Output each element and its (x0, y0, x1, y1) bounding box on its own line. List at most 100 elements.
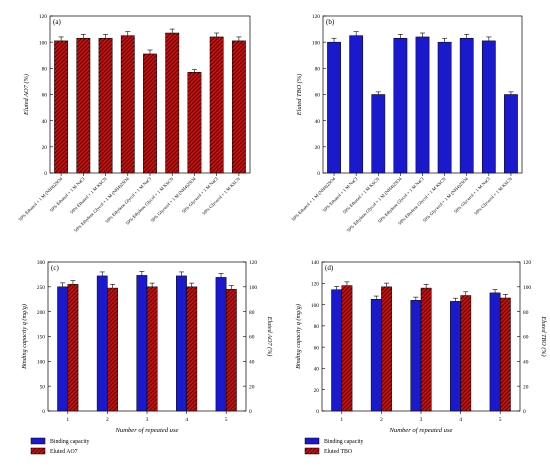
panel-c-bar-left (136, 275, 148, 412)
panel-d-left-tick-label: 60 (314, 345, 320, 351)
panel-b-left-tick-label: 20 (315, 145, 321, 151)
panel-c-left-tick-label: 250 (37, 285, 45, 291)
panel-c-left-tick-label: 50 (40, 384, 46, 390)
panel-a-category-label: 50% Ethylene Glycol + 1 M NaCl (104, 176, 152, 224)
panel-d-bar-left (489, 292, 501, 412)
panel-c-bar-right (107, 287, 118, 412)
panel-b-category-label: 50% Ethanol + 1 M (NH4)2SO4 (290, 176, 336, 222)
panel-c-x-tick-label: 1 (66, 417, 69, 423)
panel-c-right-tick-label: 20 (249, 384, 255, 390)
panel-a-left-tick-label: 80 (42, 67, 48, 73)
panel-c-bar-right (67, 284, 79, 412)
panel-a-left-tick-label: 100 (39, 40, 47, 46)
panel-b-category-label: 50% Glycerol + 1 M KSCN (473, 176, 513, 216)
panel-c-left-tick-label: 150 (37, 335, 45, 341)
panel-d-right-tick-label: 60 (523, 335, 529, 341)
panel-b-bar (415, 36, 430, 174)
panel-c-x-axis-title: Number of repeated use (115, 427, 179, 434)
panel-a-bar (98, 37, 113, 174)
panel-b-bar (481, 40, 496, 174)
panel-c-left-tick-label: 100 (37, 360, 45, 366)
panel-d-right-tick-label: 80 (523, 310, 529, 316)
panel-b-label: (b) (326, 18, 335, 26)
panel-b-bar (393, 37, 408, 174)
panel-c-right-tick-label: 40 (249, 360, 255, 366)
panel-d-legend-label: Binding capacity (324, 439, 364, 445)
panel-b-bar (437, 41, 452, 174)
panel-a-category-label: 50% Ethanol + 1 M KSCN (69, 176, 108, 215)
panel-b-category-label: 50% Glycerol + 1 M (NH4)2SO4 (422, 176, 470, 224)
panel-c-bar-left (57, 286, 69, 412)
panel-c-bar-left (176, 275, 187, 412)
panel-c-chart: 0 50 100 150 200 250 300 0 20 40 60 80 100 120 (c) 1 2 3 4… (21, 260, 273, 455)
panel-d-x-tick-label: 1 (340, 417, 343, 423)
panel-c-x-tick-label: 3 (146, 417, 149, 423)
panel-c-left-tick-label: 200 (37, 310, 45, 316)
panel-a-left-tick-label: 20 (42, 145, 48, 151)
panel-a-category-label: 50% Glycerol + 1 M KSCN (201, 176, 241, 216)
panel-d-bar-left (370, 299, 382, 412)
panel-b-left-tick-label: 40 (315, 119, 321, 125)
panel-c-bar-right (146, 286, 158, 412)
panel-c-x-tick-label: 2 (106, 417, 109, 423)
panel-c-bar-right (225, 289, 237, 412)
panel-d-legend-swatch (304, 447, 320, 455)
panel-b-category-label: 50% Ethanol + 1 M KSCN (342, 176, 381, 215)
panel-a-category-label: 50% Ethanol + 1 M (NH4)2SO4 (17, 176, 63, 222)
panel-a-bar (143, 53, 157, 174)
panel-b-left-tick-label: 0 (317, 171, 320, 177)
panel-c-legend-swatch (30, 447, 46, 455)
panel-a-bar (165, 32, 180, 174)
panel-c-right-tick-label: 0 (249, 409, 252, 415)
panel-a-bar (187, 72, 202, 174)
panel-d-x-tick-label: 3 (420, 417, 423, 423)
panel-d-bar-left (410, 300, 422, 412)
panel-a-left-tick-label: 0 (44, 171, 47, 177)
panel-c-x-tick-label: 4 (185, 417, 188, 423)
panel-c-y-axis-title: Binding capacity q (mg/g) (21, 304, 28, 369)
panel-b-chart: 0 20 40 60 80 100 120 (b) 50% Ethanol + 1 M (NH4… (290, 14, 523, 233)
panel-c-x-tick-label: 5 (225, 417, 228, 423)
panel-b-bar (459, 37, 474, 174)
panel-d-right-tick-label: 100 (523, 285, 531, 291)
panel-d-bar-right (499, 297, 511, 412)
panel-d-left-tick-label: 100 (311, 303, 319, 309)
panel-a-left-tick-label: 40 (42, 119, 48, 125)
panel-b-bar (327, 41, 341, 174)
panel-d-left-tick-label: 80 (314, 324, 320, 330)
panel-d-left-tick-label: 140 (311, 260, 319, 266)
panel-b-bar (371, 94, 386, 174)
panel-b-left-tick-label: 60 (315, 93, 321, 99)
panel-d-left-tick-label: 0 (316, 409, 319, 415)
panel-d-right-tick-label: 0 (523, 409, 526, 415)
panel-d-left-tick-label: 120 (311, 281, 319, 287)
panel-d-bar-right (420, 287, 432, 412)
panel-a-left-tick-label: 60 (42, 93, 48, 99)
panel-d-bar-right (341, 285, 353, 412)
panel-d-right-tick-label: 40 (523, 360, 529, 366)
panel-c-legend-label: Eluted AO7 (50, 449, 78, 455)
panel-d-y-axis-title: Binding capacity q (mg/g) (295, 304, 302, 369)
panel-c-right-tick-label: 120 (249, 260, 257, 266)
panel-d-bar-left (331, 289, 343, 412)
panel-d-y2-axis-title: Eluted TBO (%) (540, 315, 547, 356)
panel-d-legend-label: Eluted TBO (324, 449, 352, 455)
panel-d-x-axis-title: Number of repeated use (389, 427, 453, 434)
panel-c-bar-left (96, 275, 108, 412)
panel-d-label: (d) (325, 264, 334, 272)
panel-c-legend-swatch (30, 437, 46, 445)
panel-c-right-tick-label: 100 (249, 285, 257, 291)
panel-c-left-tick-label: 0 (42, 409, 45, 415)
panel-c-bar-left (215, 277, 227, 412)
panel-d-right-tick-label: 120 (523, 260, 531, 266)
panel-a-y-axis-title: Eluted AO7 (%) (23, 74, 30, 116)
panel-d-x-tick-label: 2 (380, 417, 383, 423)
panel-c-y2-axis-title: Eluted AO7 (%) (266, 316, 273, 357)
panel-d-bar-right (460, 295, 472, 412)
panel-c-left-tick-label: 300 (37, 260, 45, 266)
panel-d-left-tick-label: 20 (314, 388, 320, 394)
panel-a-label: (a) (53, 18, 61, 26)
panel-d-chart: 0 20 40 60 80 100 120 140 0 20 40 60 80 100 120 (d) 1 2 3 4… (295, 260, 547, 455)
panel-c-right-tick-label: 60 (249, 335, 255, 341)
